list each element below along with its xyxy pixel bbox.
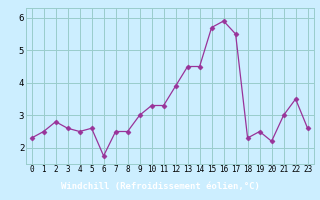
Text: Windchill (Refroidissement éolien,°C): Windchill (Refroidissement éolien,°C) [60, 182, 260, 192]
